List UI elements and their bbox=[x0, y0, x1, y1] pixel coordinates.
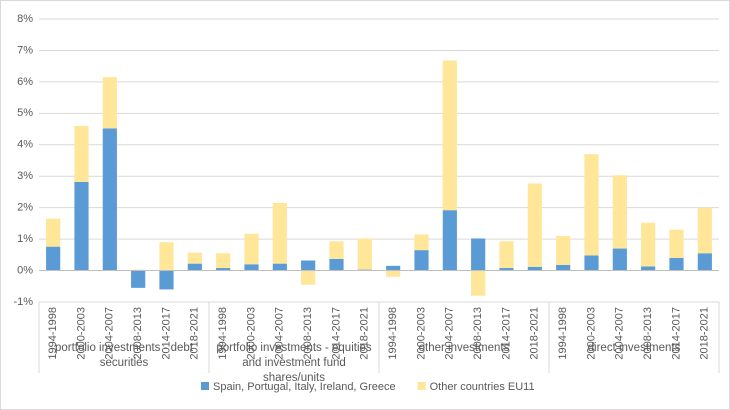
bar-segment bbox=[329, 241, 344, 259]
x-tick-label: 2008-2013 bbox=[302, 307, 314, 360]
bar-segment bbox=[187, 252, 202, 264]
x-tick-label: 2008-2013 bbox=[472, 307, 484, 360]
bar-segment bbox=[669, 229, 684, 258]
bar-segment bbox=[584, 255, 599, 271]
bar-segment bbox=[131, 270, 146, 288]
bar-segment bbox=[357, 238, 372, 270]
bar-segment bbox=[499, 268, 514, 271]
legend-label: Other countries EU11 bbox=[430, 381, 535, 393]
group-label: portfolio investments - equities and inv… bbox=[216, 342, 372, 384]
bar-segment bbox=[414, 234, 429, 251]
bar-segment bbox=[442, 60, 457, 211]
bar-segment bbox=[612, 175, 627, 249]
x-tick-label: 2000-2003 bbox=[245, 307, 257, 360]
bar-segment bbox=[244, 233, 259, 265]
y-tick-label: 7% bbox=[17, 44, 33, 56]
bar-segment bbox=[697, 207, 712, 254]
bar-segment bbox=[414, 250, 429, 271]
x-tick-label: 2014-2017 bbox=[670, 307, 682, 360]
x-tick-label: 2000-2003 bbox=[75, 307, 87, 360]
bar-segment bbox=[301, 260, 316, 271]
y-tick-label: 1% bbox=[17, 233, 33, 245]
y-tick-label: -1% bbox=[13, 296, 33, 308]
x-tick-label: 2018-2021 bbox=[699, 307, 711, 360]
x-tick-label: 1994-1998 bbox=[217, 307, 229, 360]
bar-segment bbox=[442, 210, 457, 271]
bar-segment bbox=[74, 125, 89, 182]
x-tick-label: 2014-2017 bbox=[330, 307, 342, 360]
bar-segment bbox=[527, 266, 542, 271]
bar-segment bbox=[187, 263, 202, 271]
y-tick-label: 2% bbox=[17, 202, 33, 214]
bar-segment bbox=[556, 264, 571, 271]
x-tick-label: 1994-1998 bbox=[387, 307, 399, 360]
bar-segment bbox=[329, 258, 344, 271]
legend-label: Spain, Portugal, Italy, Ireland, Greece bbox=[213, 381, 396, 393]
bar-segment bbox=[216, 253, 231, 269]
bar-segment bbox=[527, 183, 542, 267]
bar-segment bbox=[46, 218, 61, 247]
y-tick-label: 5% bbox=[17, 107, 33, 119]
group-label: direct investments bbox=[587, 342, 681, 354]
bar-segment bbox=[697, 253, 712, 271]
group-label: other investments bbox=[418, 342, 510, 354]
legend-swatch bbox=[201, 382, 209, 390]
bar-segment bbox=[244, 264, 259, 271]
bar-segment bbox=[74, 181, 89, 271]
x-tick-label: 1994-1998 bbox=[47, 307, 59, 360]
bar-segment bbox=[669, 257, 684, 271]
bar-segment bbox=[641, 222, 656, 267]
bar-segment bbox=[102, 128, 117, 271]
bar-segment bbox=[386, 265, 401, 271]
y-tick-label: 0% bbox=[17, 264, 33, 276]
bar-segment bbox=[386, 270, 401, 277]
bar-segment bbox=[471, 270, 486, 296]
x-tick-label: 2018-2021 bbox=[529, 307, 541, 360]
bar-segment bbox=[102, 77, 117, 129]
bar-segment bbox=[301, 270, 316, 285]
bar-segment bbox=[556, 235, 571, 265]
x-tick-label: 2000-2003 bbox=[585, 307, 597, 360]
bar-segment bbox=[272, 202, 287, 264]
y-tick-label: 8% bbox=[17, 13, 33, 25]
bar-segment bbox=[159, 242, 174, 271]
x-tick-label: 2008-2013 bbox=[132, 307, 144, 360]
group-label: portfolio investments - debt securities bbox=[54, 342, 194, 369]
x-tick-label: 2004-2007 bbox=[444, 307, 456, 360]
x-tick-label: 2018-2021 bbox=[359, 307, 371, 360]
bar-segment bbox=[216, 268, 231, 271]
y-tick-label: 4% bbox=[17, 139, 33, 151]
x-tick-label: 1994-1998 bbox=[557, 307, 569, 360]
bar-segment bbox=[272, 263, 287, 271]
x-tick-label: 2004-2007 bbox=[104, 307, 116, 360]
x-tick-label: 2018-2021 bbox=[189, 307, 201, 360]
x-tick-label: 2014-2017 bbox=[500, 307, 512, 360]
x-tick-label: 2014-2017 bbox=[160, 307, 172, 360]
legend-swatch bbox=[417, 382, 426, 390]
bar-segment bbox=[641, 266, 656, 271]
bar-segment bbox=[584, 154, 599, 256]
bar-segment bbox=[471, 238, 486, 271]
bar-segment bbox=[499, 241, 514, 269]
x-tick-label: 2004-2007 bbox=[614, 307, 626, 360]
bar-segment bbox=[612, 248, 627, 271]
x-tick-label: 2008-2013 bbox=[642, 307, 654, 360]
bar-segment bbox=[159, 270, 174, 290]
x-tick-label: 2000-2003 bbox=[415, 307, 427, 360]
y-tick-label: 6% bbox=[17, 76, 33, 88]
bar-segment bbox=[46, 246, 61, 271]
y-tick-label: 3% bbox=[17, 170, 33, 182]
x-tick-label: 2004-2007 bbox=[274, 307, 286, 360]
